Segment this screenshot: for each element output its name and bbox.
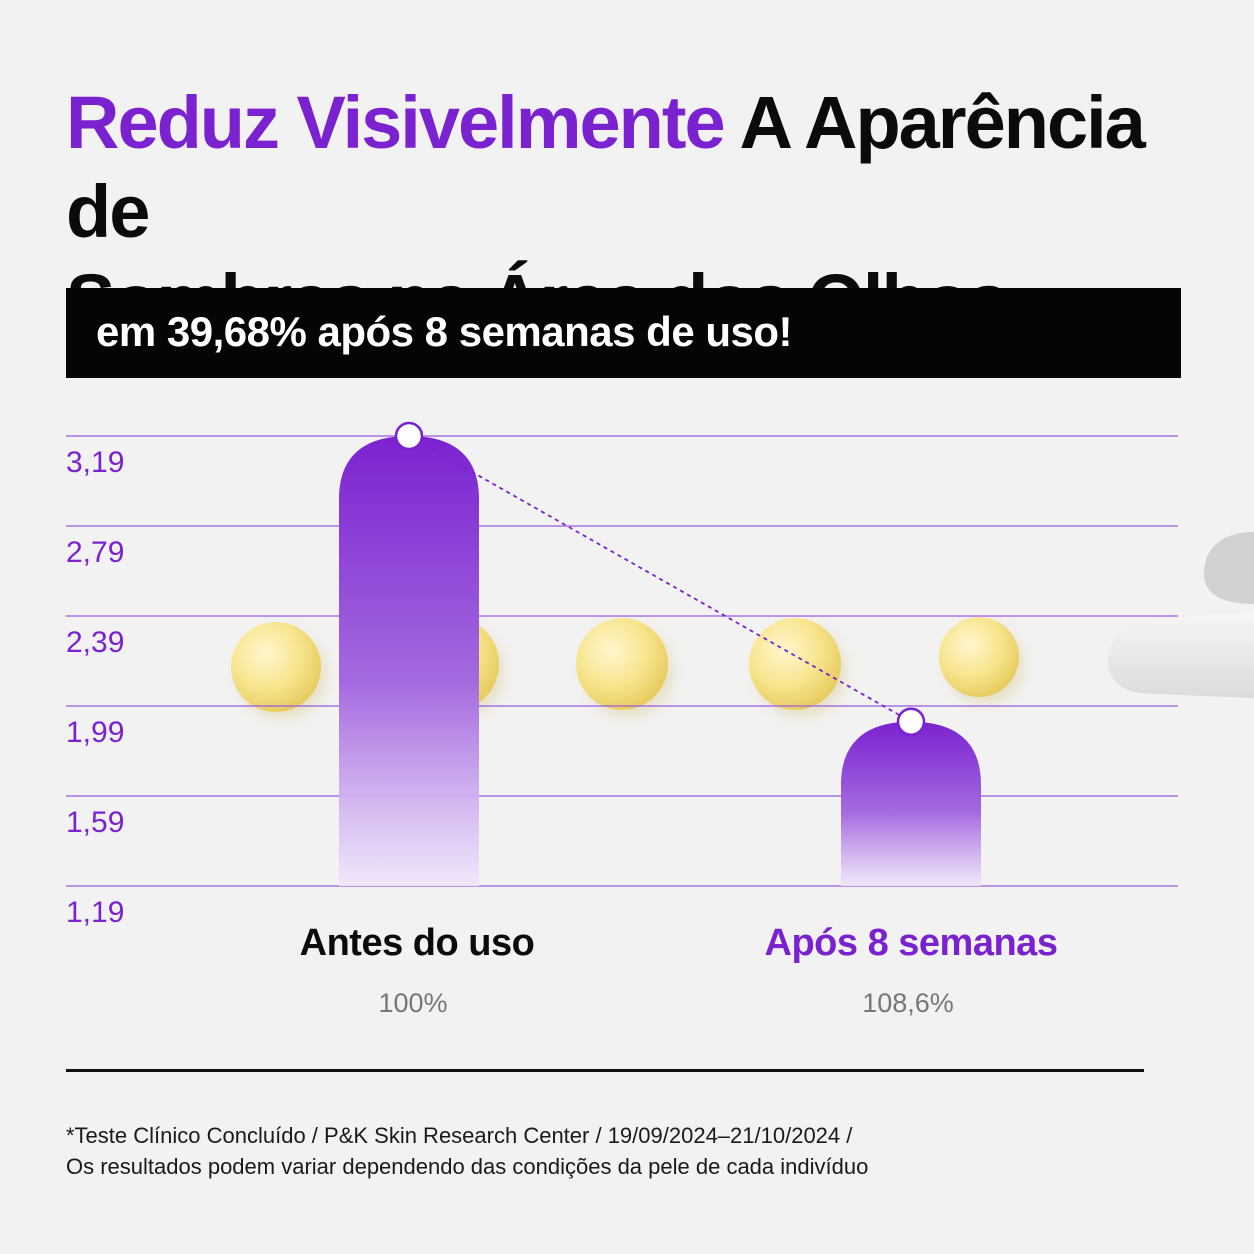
dropper-tip — [1107, 612, 1254, 698]
y-tick-label: 1,99 — [66, 716, 124, 749]
y-tick-label: 1,59 — [66, 806, 124, 839]
value-marker-before — [394, 421, 424, 451]
connector-layer — [394, 421, 926, 736]
trend-connector — [408, 435, 912, 723]
y-tick-label: 1,19 — [66, 896, 124, 929]
dropper-bulb — [1204, 532, 1254, 604]
yellow-capsule-icon — [939, 617, 1019, 697]
y-tick-label: 2,39 — [66, 626, 124, 659]
bar-layer — [339, 436, 981, 886]
yellow-capsule-icon — [749, 618, 841, 710]
y-tick-label: 2,79 — [66, 536, 124, 569]
chart: 3,19 2,79 2,39 1,99 1,59 1,19 — [66, 421, 1254, 929]
footnote-line1: *Teste Clínico Concluído / P&K Skin Rese… — [66, 1123, 853, 1148]
bar-after — [841, 721, 981, 886]
divider-rule — [66, 1069, 1144, 1072]
category-value-after: 108,6% — [862, 988, 954, 1018]
value-marker-after — [896, 707, 926, 736]
yellow-capsule-icon — [576, 618, 668, 710]
banner-text: em 39,68% após 8 semanas de uso! — [96, 308, 793, 355]
dropper-tip-icon — [1107, 532, 1254, 698]
headline-accent: Reduz Visivelmente — [66, 81, 726, 164]
result-banner: em 39,68% após 8 semanas de uso! — [66, 288, 1181, 378]
category-label-after: Após 8 semanas — [764, 922, 1058, 964]
footnote-line2: Os resultados podem variar dependendo da… — [66, 1154, 869, 1179]
yellow-capsule-icon — [231, 622, 321, 712]
tick-layer: 3,19 2,79 2,39 1,99 1,59 1,19 — [66, 446, 124, 929]
category-label-before: Antes do uso — [299, 922, 535, 964]
bar-before — [339, 436, 479, 886]
grid-layer — [66, 435, 1178, 887]
footnote: *Teste Clínico Concluído / P&K Skin Rese… — [66, 1120, 1166, 1182]
category-value-before: 100% — [378, 988, 448, 1018]
headline-rest: A Aparência de — [66, 81, 1146, 253]
y-tick-label: 3,19 — [66, 446, 124, 479]
